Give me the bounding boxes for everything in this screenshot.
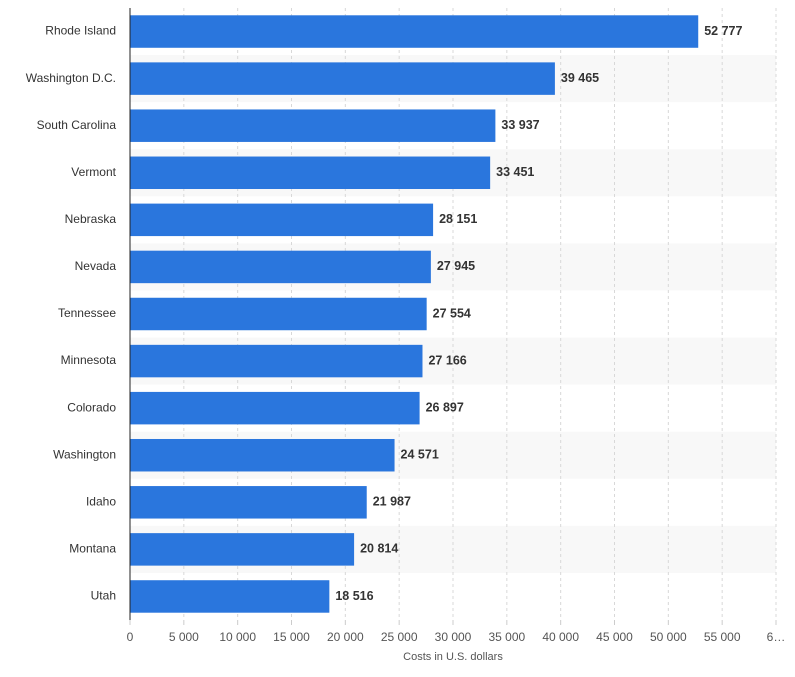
x-tick-label: 10 000 — [219, 630, 256, 644]
bar — [130, 533, 355, 566]
bar — [130, 438, 395, 472]
x-tick-label: 55 000 — [704, 630, 741, 644]
y-tick-label: Washington — [53, 447, 116, 461]
x-tick-label: 25 000 — [381, 630, 418, 644]
y-tick-label: Nebraska — [65, 212, 117, 226]
y-tick-label: Montana — [69, 542, 116, 556]
x-tick-label: 30 000 — [435, 630, 472, 644]
x-tick-label: 40 000 — [542, 630, 579, 644]
y-tick-label: Minnesota — [61, 353, 117, 367]
value-label: 20 814 — [360, 542, 398, 556]
value-label: 26 897 — [426, 400, 464, 414]
bar — [130, 109, 496, 142]
x-tick-label: 50 000 — [650, 630, 687, 644]
x-tick-label: 0 — [127, 630, 134, 644]
y-tick-label: Vermont — [71, 165, 116, 179]
x-tick-label: 5 000 — [169, 630, 199, 644]
x-tick-label: 15 000 — [273, 630, 310, 644]
value-label: 27 945 — [437, 259, 475, 273]
value-label: 33 937 — [501, 118, 539, 132]
x-tick-label: 20 000 — [327, 630, 364, 644]
x-tick-label: 6… — [767, 630, 786, 644]
bar — [130, 156, 491, 190]
value-label: 21 987 — [373, 495, 411, 509]
y-tick-label: Nevada — [75, 259, 117, 273]
value-label: 24 571 — [401, 448, 439, 462]
value-label: 39 465 — [561, 71, 599, 85]
y-tick-label: Colorado — [67, 400, 116, 414]
x-tick-label: 35 000 — [488, 630, 525, 644]
y-tick-label: Washington D.C. — [26, 71, 116, 85]
value-label: 52 777 — [704, 24, 742, 38]
bar — [130, 580, 330, 613]
bar — [130, 203, 434, 237]
bar — [130, 62, 555, 95]
bar — [130, 391, 420, 425]
y-tick-label: Utah — [91, 589, 116, 603]
bar — [130, 486, 367, 519]
bar — [130, 15, 699, 48]
value-label: 27 166 — [428, 353, 466, 367]
bar — [130, 297, 427, 331]
y-tick-label: Rhode Island — [45, 24, 116, 38]
x-tick-label: 45 000 — [596, 630, 633, 644]
value-label: 18 516 — [335, 589, 373, 603]
value-label: 27 554 — [433, 306, 471, 320]
y-tick-label: Idaho — [86, 494, 116, 508]
y-tick-label: Tennessee — [58, 306, 116, 320]
value-label: 33 451 — [496, 165, 534, 179]
value-label: 28 151 — [439, 212, 477, 226]
x-axis-label: Costs in U.S. dollars — [403, 651, 503, 663]
bar — [130, 344, 423, 378]
y-tick-label: South Carolina — [37, 118, 117, 132]
bar — [130, 250, 431, 284]
